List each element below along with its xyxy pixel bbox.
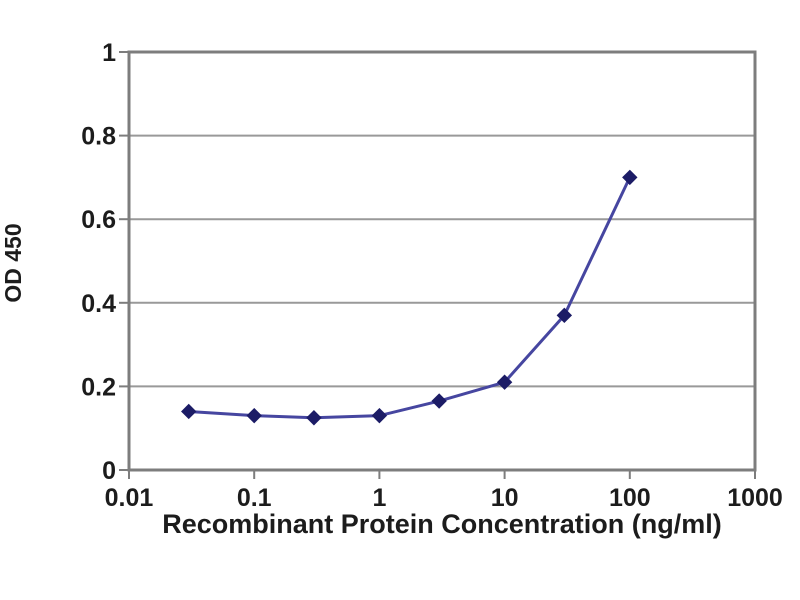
y-tick-label: 1 <box>102 39 116 67</box>
data-point-marker <box>306 410 322 426</box>
y-tick-label: 0.2 <box>81 373 116 401</box>
x-tick-label: 1 <box>372 484 386 512</box>
data-point-marker <box>556 307 573 324</box>
x-axis-ticks <box>128 470 756 479</box>
y-tick-label: 0 <box>102 457 116 485</box>
data-point-marker <box>371 407 388 424</box>
data-point-marker <box>246 407 262 424</box>
y-tick-label: 0.4 <box>81 290 116 318</box>
x-tick-label: 1000 <box>727 484 783 512</box>
y-axis-tick-labels: 0 0.2 0.4 0.6 0.8 1 <box>81 39 116 485</box>
y-axis-ticks <box>119 51 129 471</box>
x-tick-label: 100 <box>609 484 651 512</box>
data-point-marker <box>431 393 447 409</box>
x-tick-label: 10 <box>491 484 519 512</box>
x-axis-tick-labels: 0.01 0.1 1 10 100 1000 <box>105 484 783 512</box>
gridlines <box>129 51 755 388</box>
series-line <box>187 175 632 420</box>
x-tick-label: 0.1 <box>237 484 272 512</box>
series-layer <box>181 169 638 426</box>
y-axis-title: OD 450 <box>0 223 26 302</box>
data-point-marker <box>496 374 513 390</box>
data-point-marker <box>622 169 638 186</box>
plot-frame <box>127 50 757 472</box>
y-tick-label: 0.6 <box>81 206 116 234</box>
x-tick-label: 0.01 <box>105 484 154 512</box>
data-point-marker <box>181 403 197 420</box>
y-tick-label: 0.8 <box>81 123 116 151</box>
x-axis-title: Recombinant Protein Concentration (ng/ml… <box>162 509 722 539</box>
